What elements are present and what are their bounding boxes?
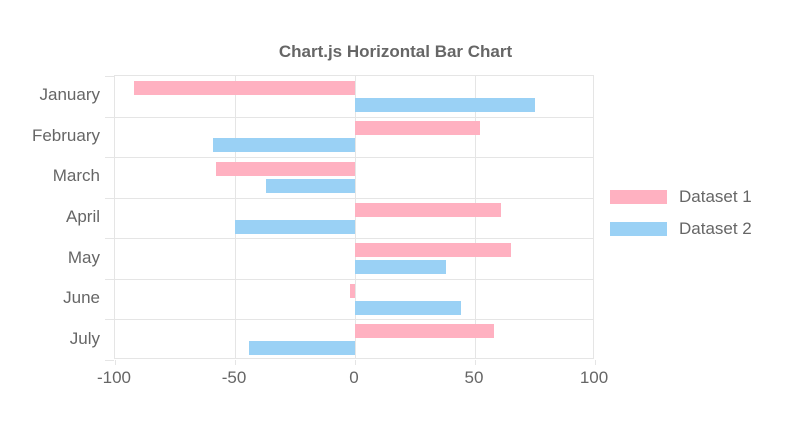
legend: Dataset 1 Dataset 2: [610, 186, 752, 250]
bar-dataset-1-april[interactable]: [355, 202, 502, 217]
y-tick-mark: [105, 319, 114, 321]
bar-dataset-2-february[interactable]: [213, 138, 355, 153]
y-category-label: June: [63, 288, 100, 308]
x-tick-label: -100: [96, 368, 132, 387]
legend-item-dataset-2[interactable]: Dataset 2: [610, 218, 752, 240]
x-gridline: [355, 76, 356, 358]
y-gridline: [115, 238, 593, 240]
bar-dataset-1-june[interactable]: [350, 283, 355, 298]
y-gridline: [115, 157, 593, 159]
legend-item-dataset-1[interactable]: Dataset 1: [610, 186, 752, 208]
bar-dataset-2-april[interactable]: [235, 219, 355, 234]
x-gridline: [235, 76, 236, 358]
y-tick-mark: [105, 76, 114, 77]
x-tick-mark: [355, 360, 356, 365]
x-gridline: [475, 76, 476, 358]
y-tick-mark: [105, 360, 114, 361]
y-category-label: July: [69, 328, 100, 348]
y-tick-mark: [105, 238, 114, 240]
y-category-label: April: [65, 207, 100, 226]
x-tick-mark: [595, 360, 596, 365]
x-tick-mark: [475, 360, 476, 365]
y-tick-mark: [105, 157, 114, 159]
legend-label: Dataset 1: [679, 187, 752, 206]
y-tick-mark: [105, 197, 114, 199]
y-category-label: May: [67, 247, 100, 267]
x-tick-label: 100: [579, 368, 609, 387]
y-gridline: [115, 116, 593, 118]
y-category-label: February: [31, 125, 100, 145]
y-gridline: [115, 319, 593, 321]
bar-dataset-2-january[interactable]: [355, 97, 535, 112]
x-tick-label: -50: [221, 368, 247, 387]
y-gridline: [115, 278, 593, 280]
bar-dataset-1-march[interactable]: [215, 161, 355, 176]
x-tick-label: 50: [464, 368, 484, 387]
chart-title: Chart.js Horizontal Bar Chart: [278, 42, 513, 61]
y-tick-mark: [105, 116, 114, 118]
y-category-label: January: [39, 85, 100, 105]
legend-label: Dataset 2: [679, 219, 752, 238]
y-tick-mark: [105, 278, 114, 280]
bar-dataset-2-may[interactable]: [355, 260, 447, 275]
bar-dataset-1-july[interactable]: [355, 324, 495, 339]
legend-swatch-icon: [610, 222, 667, 236]
bar-dataset-2-march[interactable]: [266, 178, 355, 193]
x-tick-mark: [235, 360, 236, 365]
bar-dataset-1-january[interactable]: [134, 80, 355, 95]
x-tick-mark: [115, 360, 116, 365]
plot-area: [105, 75, 596, 365]
y-gridline: [115, 197, 593, 199]
bar-dataset-1-february[interactable]: [355, 121, 480, 136]
bar-dataset-1-may[interactable]: [355, 243, 511, 258]
bar-dataset-2-june[interactable]: [355, 300, 461, 315]
legend-swatch-icon: [610, 190, 667, 204]
bar-dataset-2-july[interactable]: [249, 341, 355, 356]
y-category-label: March: [52, 166, 100, 186]
x-tick-label: 0: [349, 368, 359, 387]
